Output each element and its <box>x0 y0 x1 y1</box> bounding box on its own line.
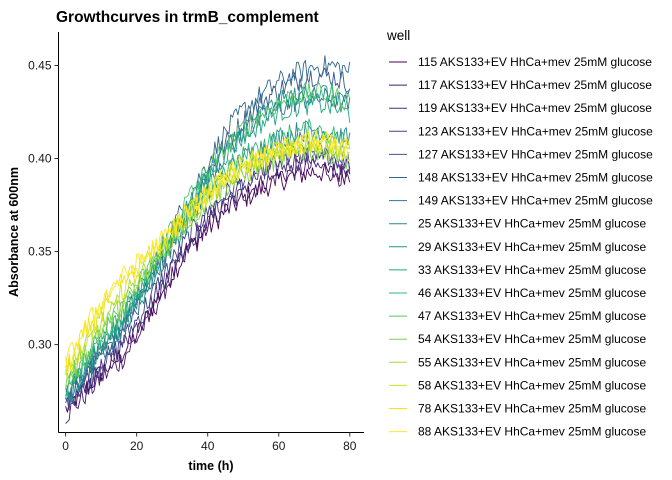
legend-item: 55 AKS133+EV HhCa+mev 25mM glucose <box>389 355 646 369</box>
y-tick-label: 0.45 <box>28 58 52 72</box>
legend-item: 78 AKS133+EV HhCa+mev 25mM glucose <box>389 402 646 416</box>
legend-item: 88 AKS133+EV HhCa+mev 25mM glucose <box>389 425 646 439</box>
x-tick-label: 20 <box>130 439 144 453</box>
legend-label: 149 AKS133+EV HhCa+mev 25mM glucose <box>418 194 653 208</box>
legend-item: 127 AKS133+EV HhCa+mev 25mM glucose <box>389 147 653 161</box>
legend-title: well <box>386 28 410 43</box>
legend-item: 25 AKS133+EV HhCa+mev 25mM glucose <box>389 217 646 231</box>
series-line-1 <box>65 155 351 424</box>
series-line-0 <box>65 161 351 413</box>
legend-item: 149 AKS133+EV HhCa+mev 25mM glucose <box>389 194 653 208</box>
legend-item: 54 AKS133+EV HhCa+mev 25mM glucose <box>389 332 646 346</box>
legend-label: 148 AKS133+EV HhCa+mev 25mM glucose <box>418 171 653 185</box>
legend-label: 88 AKS133+EV HhCa+mev 25mM glucose <box>418 425 646 439</box>
y-tick-label: 0.35 <box>28 245 52 259</box>
plot-area: 0 20 40 60 80 0.30 0.35 0.40 0.45 <box>28 32 364 453</box>
legend-label: 33 AKS133+EV HhCa+mev 25mM glucose <box>418 263 646 277</box>
x-tick-label: 0 <box>62 439 69 453</box>
series-line-8 <box>65 82 351 400</box>
series-line-14 <box>65 133 350 381</box>
legend-item: 47 AKS133+EV HhCa+mev 25mM glucose <box>389 309 646 323</box>
legend-item: 46 AKS133+EV HhCa+mev 25mM glucose <box>389 286 646 300</box>
legend-label: 46 AKS133+EV HhCa+mev 25mM glucose <box>418 286 646 300</box>
legend-item: 58 AKS133+EV HhCa+mev 25mM glucose <box>389 378 646 392</box>
series-lines <box>65 55 351 424</box>
x-tick-label: 40 <box>201 439 215 453</box>
legend-label: 54 AKS133+EV HhCa+mev 25mM glucose <box>418 332 646 346</box>
legend-label: 25 AKS133+EV HhCa+mev 25mM glucose <box>418 217 646 231</box>
axis-ticks: 0 20 40 60 80 0.30 0.35 0.40 0.45 <box>28 58 357 453</box>
series-line-7 <box>65 120 351 401</box>
series-line-13 <box>65 136 351 376</box>
x-tick-label: 80 <box>343 439 357 453</box>
legend-label: 117 AKS133+EV HhCa+mev 25mM glucose <box>418 78 652 92</box>
legend-items: 115 AKS133+EV HhCa+mev 25mM glucose 117 A… <box>389 55 653 439</box>
legend-label: 29 AKS133+EV HhCa+mev 25mM glucose <box>418 240 646 254</box>
legend-item: 148 AKS133+EV HhCa+mev 25mM glucose <box>389 171 653 185</box>
legend-item: 33 AKS133+EV HhCa+mev 25mM glucose <box>389 263 646 277</box>
series-line-16 <box>65 132 351 373</box>
legend-item: 123 AKS133+EV HhCa+mev 25mM glucose <box>389 124 653 138</box>
legend-label: 119 AKS133+EV HhCa+mev 25mM glucose <box>418 101 652 115</box>
legend-item: 29 AKS133+EV HhCa+mev 25mM glucose <box>389 240 646 254</box>
legend-label: 78 AKS133+EV HhCa+mev 25mM glucose <box>418 402 646 416</box>
legend-label: 127 AKS133+EV HhCa+mev 25mM glucose <box>418 147 653 161</box>
y-tick-label: 0.40 <box>28 152 52 166</box>
legend-label: 123 AKS133+EV HhCa+mev 25mM glucose <box>418 124 653 138</box>
legend: well 115 AKS133+EV HhCa+mev 25mM glucose… <box>386 28 653 439</box>
legend-label: 58 AKS133+EV HhCa+mev 25mM glucose <box>418 378 646 392</box>
legend-label: 115 AKS133+EV HhCa+mev 25mM glucose <box>418 55 652 69</box>
y-tick-label: 0.30 <box>28 338 52 352</box>
y-axis-title: Absorbance at 600nm <box>7 167 21 297</box>
x-tick-label: 60 <box>272 439 286 453</box>
chart-title: Growthcurves in trmB_complement <box>56 9 319 26</box>
x-axis-title: time (h) <box>188 459 233 473</box>
legend-label: 47 AKS133+EV HhCa+mev 25mM glucose <box>418 309 646 323</box>
legend-item: 119 AKS133+EV HhCa+mev 25mM glucose <box>389 101 652 115</box>
series-line-2 <box>65 147 351 407</box>
legend-label: 55 AKS133+EV HhCa+mev 25mM glucose <box>418 355 646 369</box>
legend-item: 115 AKS133+EV HhCa+mev 25mM glucose <box>389 55 652 69</box>
legend-item: 117 AKS133+EV HhCa+mev 25mM glucose <box>389 78 652 92</box>
